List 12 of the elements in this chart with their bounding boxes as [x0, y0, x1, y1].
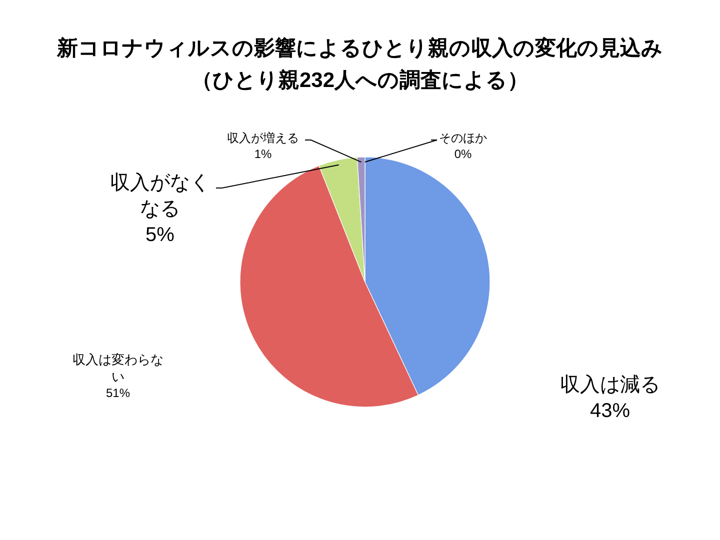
slice-label: 収入は減る [560, 373, 660, 398]
slice-label: 収入がなくなる [109, 171, 211, 222]
data-label: 43% [588, 399, 632, 424]
slice-label: 収入は変わらない [72, 352, 164, 386]
data-label: 51% [104, 386, 132, 402]
chart-subtitle: （ひとり親232人への調査による） [190, 68, 530, 94]
slice-label: 収入が増える [226, 131, 300, 147]
chart-title: 新コロナウィルスの影響によるひとり親の収入の変化の見込み [56, 36, 664, 62]
data-label: 5% [144, 223, 176, 248]
data-label: 1% [253, 146, 273, 162]
text: 0% [454, 146, 472, 161]
category-label: そのほか [439, 131, 487, 145]
